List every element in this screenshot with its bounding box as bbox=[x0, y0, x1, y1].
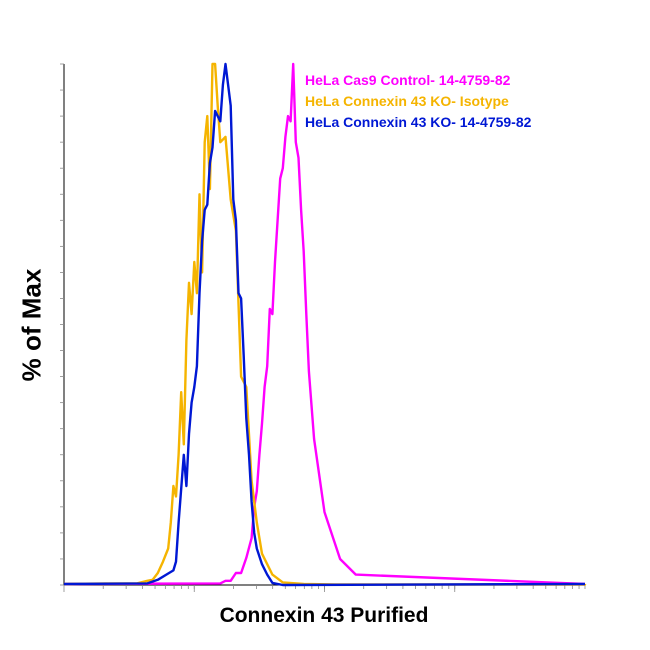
legend-entry: HeLa Connexin 43 KO- Isotype bbox=[305, 93, 509, 109]
series-line-0 bbox=[63, 62, 586, 586]
series-group bbox=[63, 62, 587, 587]
legend-entry: HeLa Connexin 43 KO- 14-4759-82 bbox=[305, 114, 532, 130]
series-line-2 bbox=[63, 62, 586, 587]
x-axis-label: Connexin 43 Purified bbox=[219, 604, 429, 627]
y-axis-label: % of Max bbox=[16, 268, 47, 382]
series-line-1 bbox=[63, 62, 587, 586]
legend-entry: HeLa Cas9 Control- 14-4759-82 bbox=[305, 72, 511, 88]
legend: HeLa Cas9 Control- 14-4759-82 HeLa Conne… bbox=[305, 70, 531, 133]
y-ticks bbox=[60, 63, 64, 586]
